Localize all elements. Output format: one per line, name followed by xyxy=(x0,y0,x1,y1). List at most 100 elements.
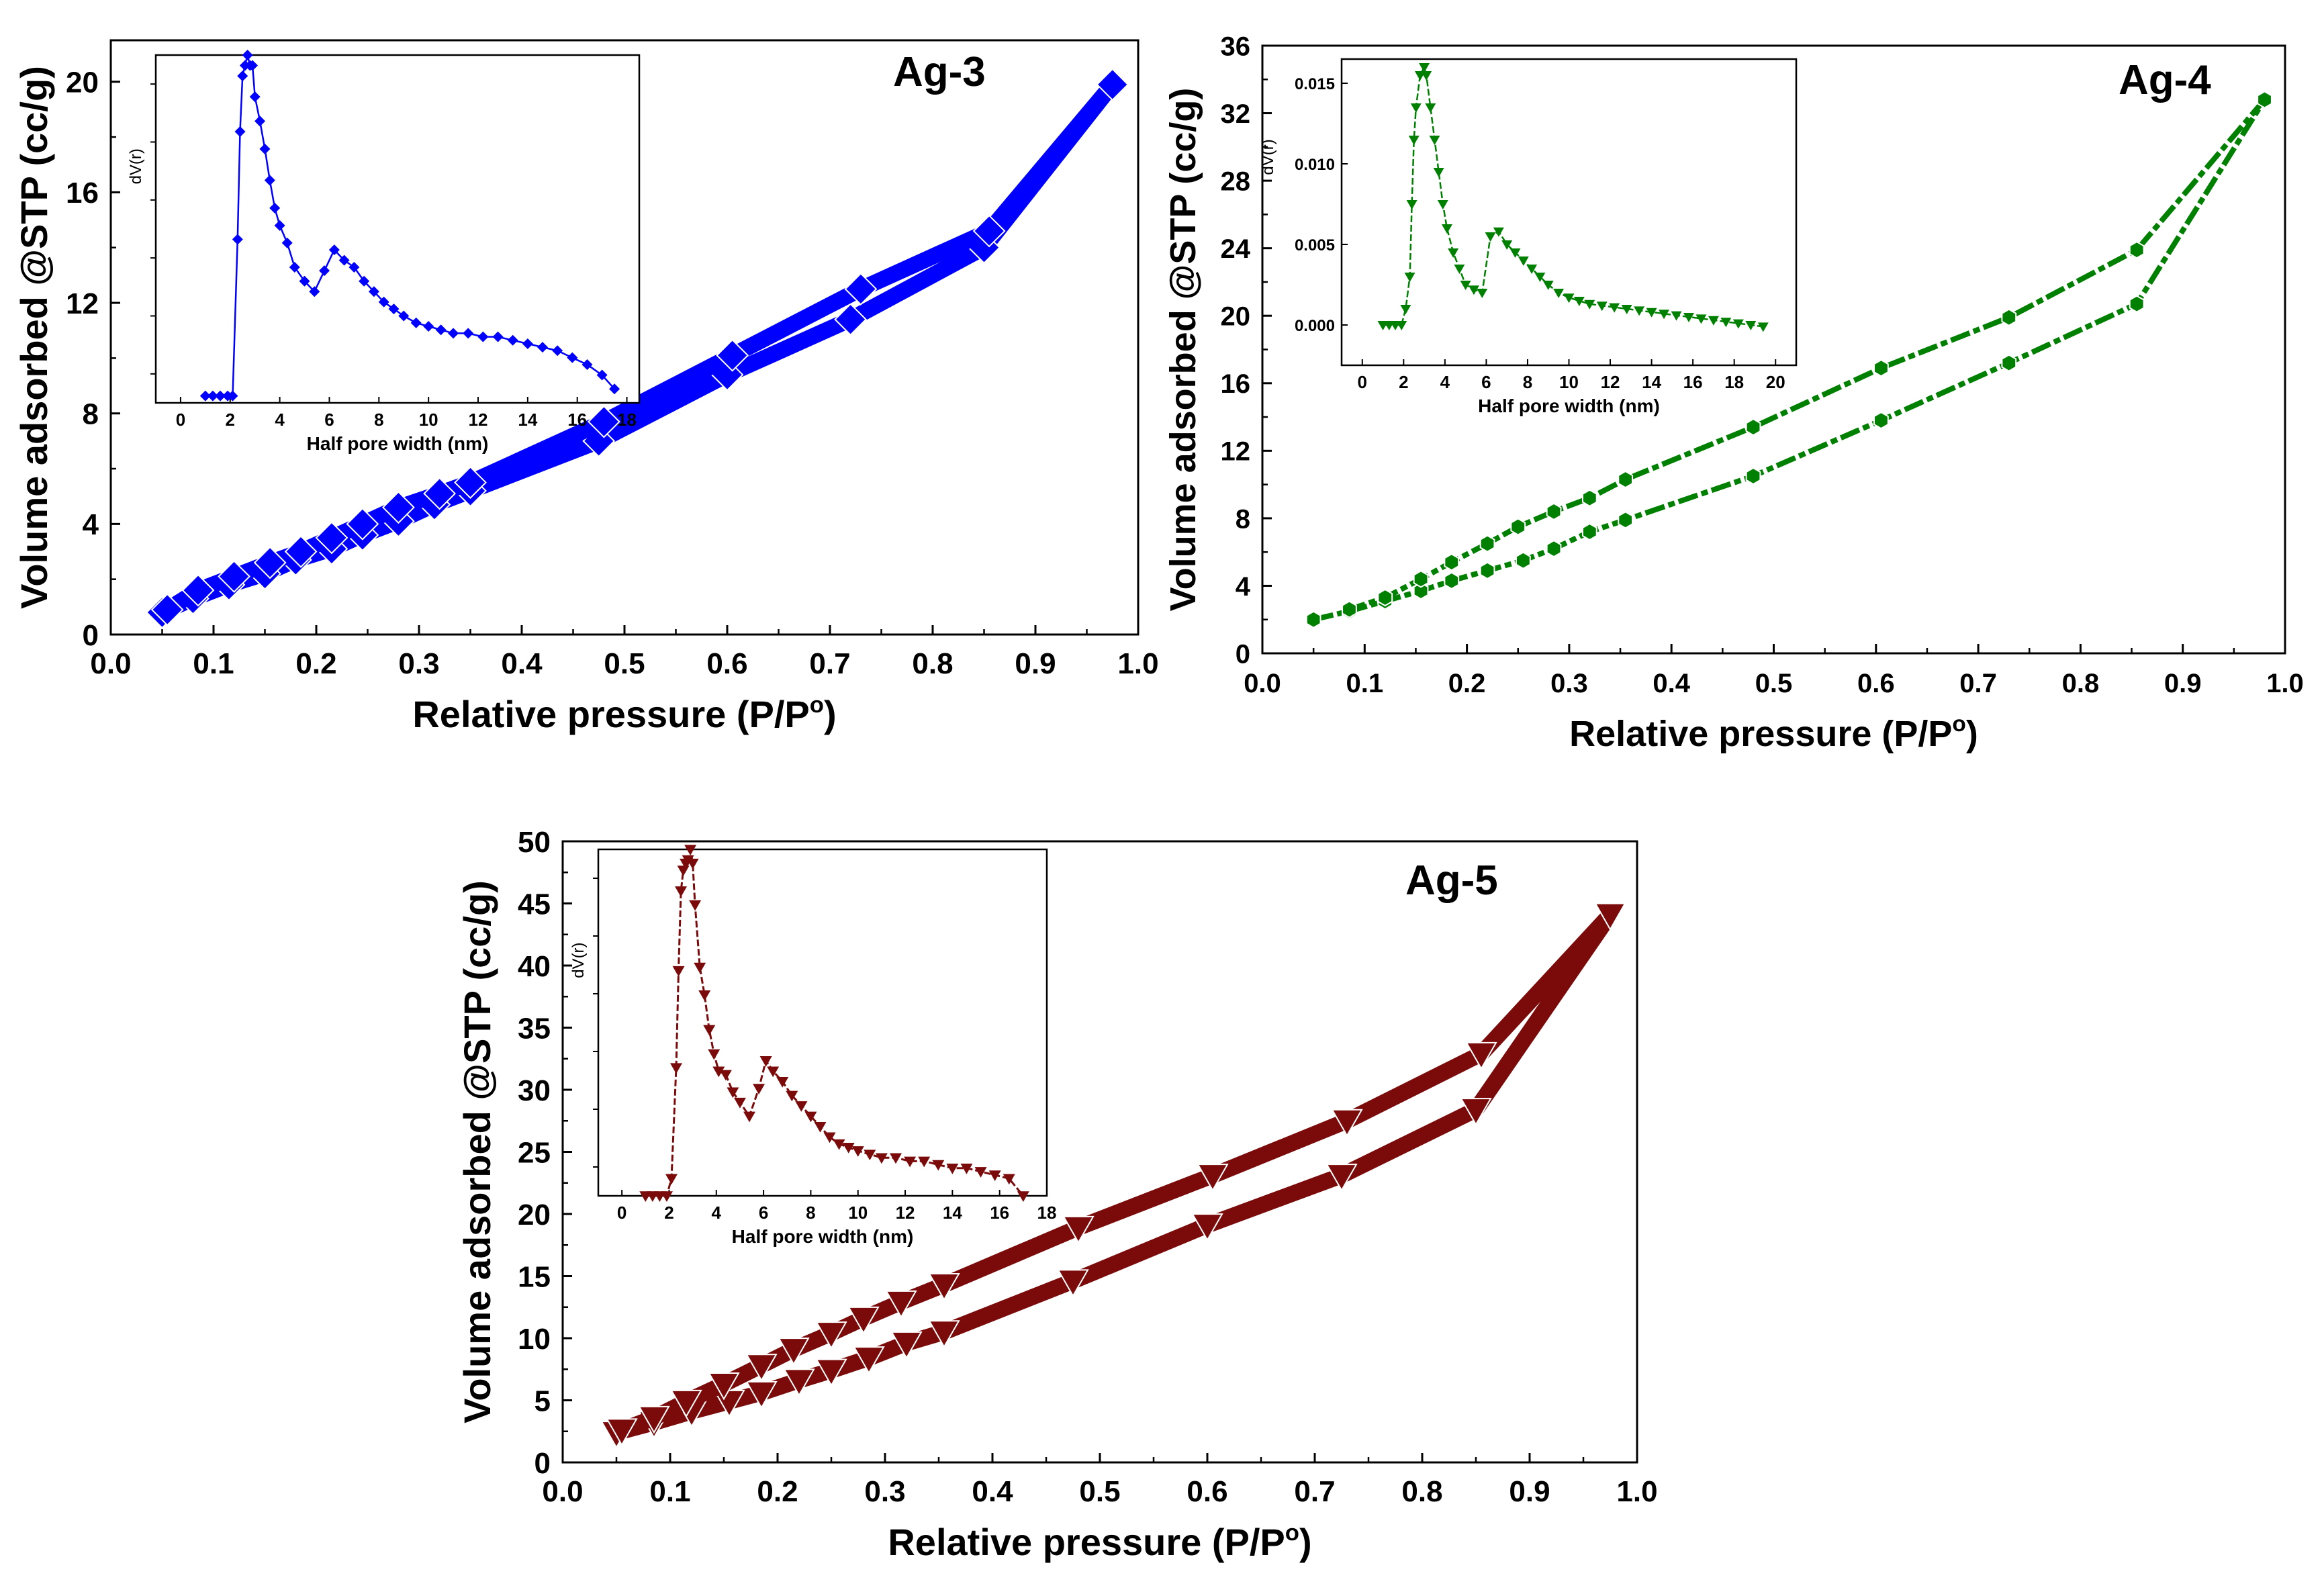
inset-data-point xyxy=(215,390,226,402)
data-point-adsorption xyxy=(1618,511,1634,529)
inset-x-tick-label: 10 xyxy=(848,1203,868,1223)
y-tick-label: 40 xyxy=(518,950,551,983)
inset-data-point xyxy=(733,1097,746,1109)
data-point-desorption xyxy=(315,521,348,555)
inset-data-point xyxy=(703,1025,716,1036)
data-point-adsorption xyxy=(1479,561,1495,579)
x-tick-label: 0.8 xyxy=(2062,669,2100,698)
x-tick-label: 0.1 xyxy=(649,1475,690,1508)
data-point-desorption xyxy=(1581,489,1597,507)
y-tick-label: 8 xyxy=(83,398,99,431)
inset-x-tick-label: 16 xyxy=(567,410,587,430)
x-tick-label: 0.2 xyxy=(757,1475,798,1508)
y-tick-label: 0 xyxy=(534,1447,551,1480)
inset-data-point xyxy=(274,220,285,231)
inset-data-point xyxy=(368,286,379,297)
data-point-desorption xyxy=(1465,1041,1497,1070)
inset-data-point xyxy=(537,342,548,353)
inset-data-point xyxy=(388,303,400,315)
inset-data-point xyxy=(567,352,578,363)
inset-data-point xyxy=(1429,136,1440,145)
data-point-adsorption xyxy=(815,1358,847,1387)
inset-data-point xyxy=(1509,248,1521,258)
data-point-desorption xyxy=(346,507,379,541)
x-tick-label: 0.8 xyxy=(912,647,953,680)
data-point-desorption xyxy=(587,405,620,438)
inset-data-point xyxy=(242,50,253,60)
data-point-desorption xyxy=(1510,518,1526,536)
inset-x-tick-label: 0 xyxy=(176,410,185,430)
inset-data-point xyxy=(338,254,350,266)
inset-x-tick-label: 6 xyxy=(759,1203,768,1223)
data-point-desorption xyxy=(708,1372,740,1401)
inset-x-tick-label: 0 xyxy=(1358,372,1367,392)
inset-x-tick-label: 4 xyxy=(1440,372,1450,392)
y-tick-label: 24 xyxy=(1221,234,1251,264)
inset-x-tick-label: 2 xyxy=(226,410,235,430)
data-point-desorption xyxy=(847,1306,880,1335)
inset-data-point xyxy=(1553,289,1565,298)
inset-data-point xyxy=(398,310,410,322)
inset-data-point xyxy=(694,962,706,974)
y-tick-label: 12 xyxy=(1221,437,1251,467)
inset-data-point xyxy=(423,321,434,332)
data-point-desorption xyxy=(1331,1109,1363,1137)
inset-data-point xyxy=(1437,200,1448,209)
data-point-adsorption xyxy=(783,1368,815,1397)
y-tick-label: 15 xyxy=(518,1260,551,1293)
inset-data-point xyxy=(1408,136,1420,145)
inset-x-tick-label: 18 xyxy=(617,410,637,430)
inset-y-axis-title: dV(r) xyxy=(1259,139,1277,175)
inset-data-point xyxy=(435,324,447,336)
inset-data-point xyxy=(767,1066,780,1078)
inset-data-point xyxy=(1003,1174,1015,1185)
inset-data-point xyxy=(712,1066,725,1078)
data-point-desorption xyxy=(2257,91,2272,109)
inset-data-point xyxy=(309,286,320,297)
inset-data-point xyxy=(269,202,281,214)
data-point-adsorption xyxy=(1581,522,1597,541)
inset-data-point xyxy=(207,390,218,402)
y-tick-label: 5 xyxy=(534,1385,551,1417)
y-tick-label: 4 xyxy=(83,508,99,541)
data-point-desorption xyxy=(381,491,415,524)
data-point-desorption xyxy=(218,560,251,593)
inset-data-point xyxy=(1485,232,1496,242)
inset-data-point xyxy=(281,237,293,248)
inset-data-point xyxy=(359,275,370,287)
y-axis-title: Volume adsorbed @STP (cc/g) xyxy=(456,880,498,1423)
x-axis-title: Relative pressure (P/Po) xyxy=(1569,712,1978,754)
inset-data-point xyxy=(1396,321,1407,330)
x-tick-label: 0.3 xyxy=(864,1475,905,1508)
y-tick-label: 25 xyxy=(518,1136,551,1169)
chart-ag-5: 0.0 0.1 0.2 0.3 0.4 0.5 0.6 0.7 0.8 0.9 1.0 0 5 10 15 2… xyxy=(456,826,1658,1563)
inset-frame xyxy=(597,848,1048,1197)
inset-data-point xyxy=(1732,319,1744,329)
data-point-desorption xyxy=(1745,418,1761,436)
x-tick-label: 0.8 xyxy=(1401,1475,1442,1508)
inset-data-point xyxy=(988,1170,1001,1182)
data-point-desorption xyxy=(778,1338,810,1366)
inset-data-point xyxy=(719,1070,732,1081)
inset-frame xyxy=(154,54,641,404)
x-tick-label: 0.0 xyxy=(90,647,131,680)
inset-series-line xyxy=(205,54,616,397)
y-tick-label: 12 xyxy=(66,287,99,320)
data-point-desorption xyxy=(1377,588,1393,607)
inset-data-point xyxy=(672,966,685,977)
x-tick-label: 0.3 xyxy=(398,647,439,680)
data-point-desorption xyxy=(423,477,457,510)
inset-data-point xyxy=(507,334,518,346)
data-point-adsorption xyxy=(2129,295,2145,313)
inset-data-point xyxy=(1596,301,1608,312)
inset-data-point xyxy=(660,1191,673,1202)
inset-x-tick-label: 14 xyxy=(1642,372,1661,392)
y-tick-label: 35 xyxy=(518,1012,551,1045)
inset-data-point xyxy=(410,317,422,328)
inset-data-point xyxy=(552,345,563,357)
data-point-desorption xyxy=(606,1418,638,1446)
x-tick-label: 0.0 xyxy=(1244,669,1281,698)
y-tick-label: 45 xyxy=(518,888,551,921)
inset-data-point xyxy=(378,296,389,308)
